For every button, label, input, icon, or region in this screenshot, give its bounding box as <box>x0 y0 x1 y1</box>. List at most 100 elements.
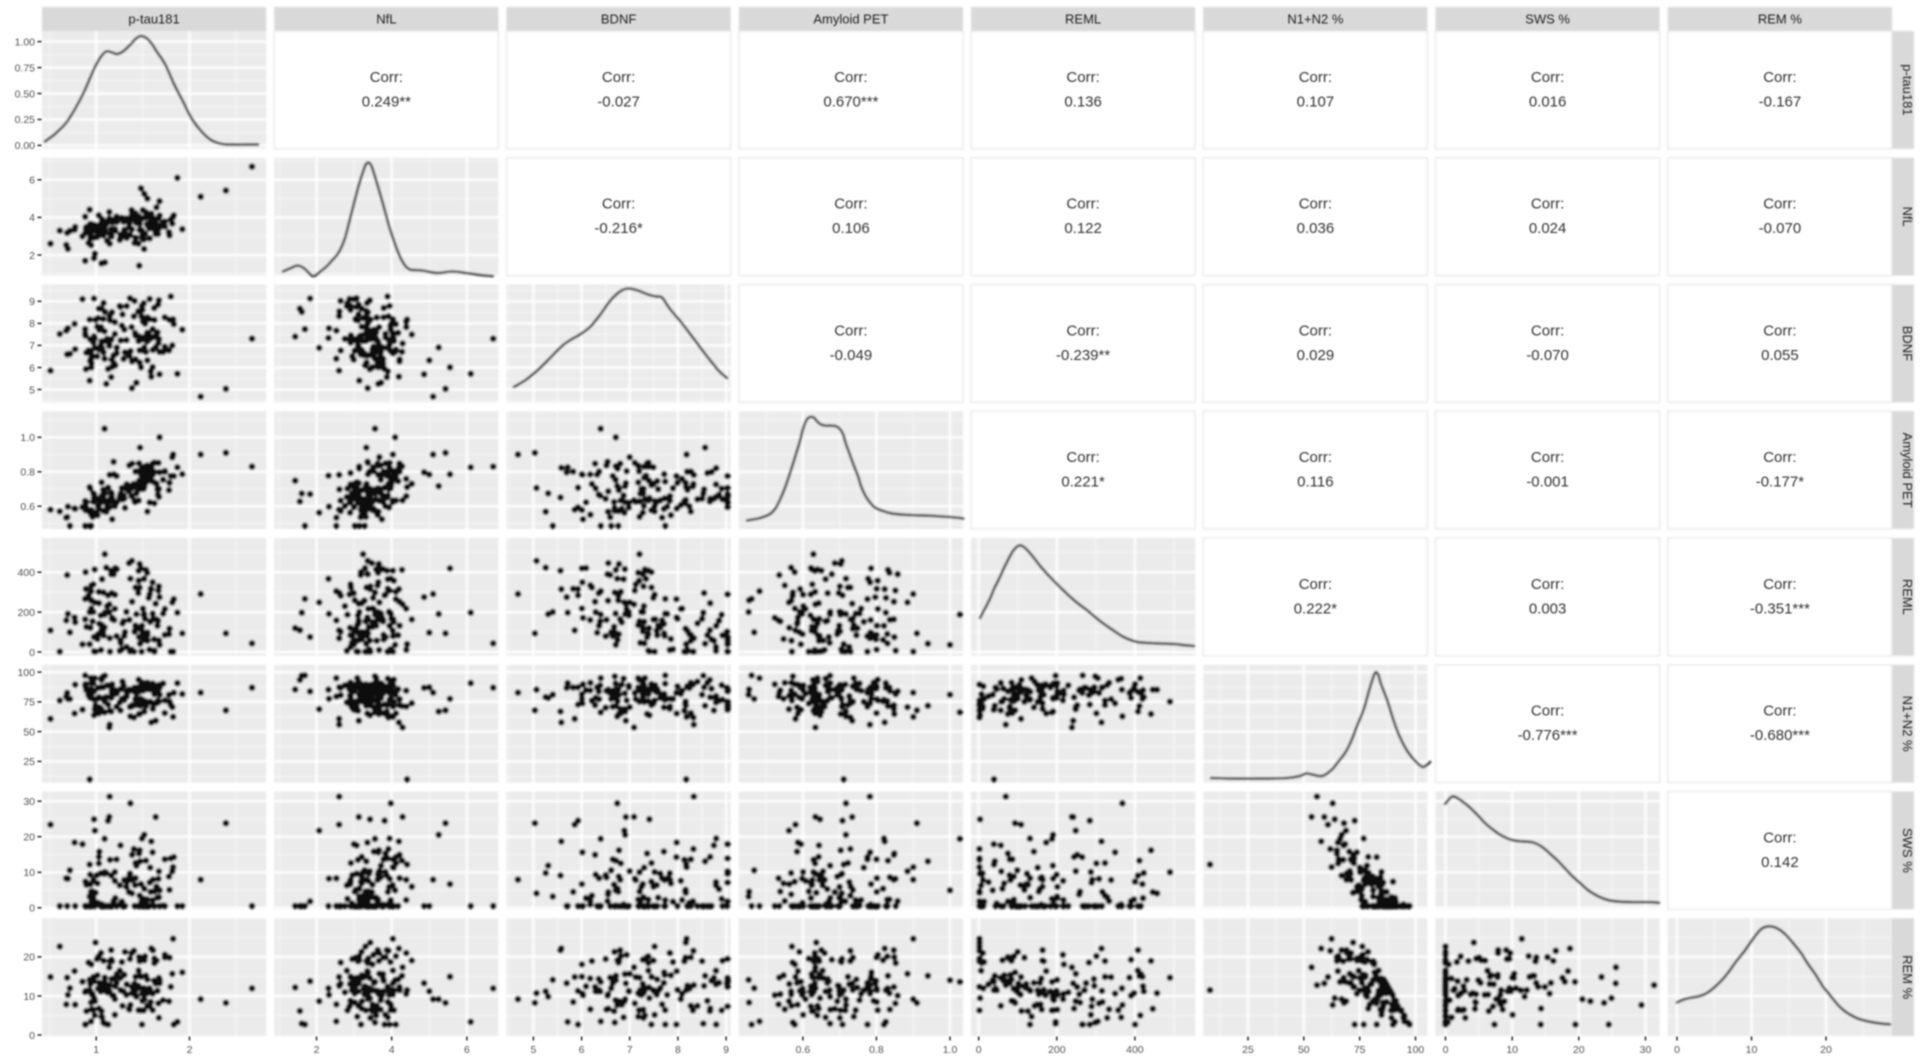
svg-text:0.75: 0.75 <box>15 62 36 74</box>
svg-text:2: 2 <box>29 250 35 262</box>
svg-text:1.0: 1.0 <box>943 1044 958 1056</box>
svg-text:6: 6 <box>579 1044 585 1056</box>
svg-text:30: 30 <box>23 796 35 808</box>
svg-text:Amyloid PET: Amyloid PET <box>813 12 888 27</box>
svg-text:0.024: 0.024 <box>1529 220 1567 237</box>
svg-text:Corr:: Corr: <box>1531 703 1564 720</box>
svg-text:2: 2 <box>314 1044 320 1056</box>
svg-text:6: 6 <box>464 1044 470 1056</box>
svg-text:Corr:: Corr: <box>1763 69 1796 86</box>
svg-text:0.116: 0.116 <box>1297 474 1333 491</box>
svg-text:Corr:: Corr: <box>1763 576 1796 593</box>
svg-text:SWS %: SWS % <box>1525 12 1570 27</box>
svg-text:Corr:: Corr: <box>1763 703 1796 720</box>
svg-text:20: 20 <box>23 832 35 844</box>
svg-text:10: 10 <box>23 867 35 879</box>
svg-text:Corr:: Corr: <box>1531 576 1564 593</box>
svg-text:0.249**: 0.249** <box>362 93 411 110</box>
svg-text:0.6: 0.6 <box>20 501 35 513</box>
svg-text:400: 400 <box>1126 1044 1144 1056</box>
svg-text:-0.351***: -0.351*** <box>1750 600 1810 617</box>
svg-text:Corr:: Corr: <box>1299 196 1332 213</box>
svg-text:100: 100 <box>1407 1044 1425 1056</box>
svg-text:1: 1 <box>93 1044 99 1056</box>
svg-text:REML: REML <box>1065 12 1101 27</box>
svg-text:0.8: 0.8 <box>869 1044 884 1056</box>
svg-text:0.106: 0.106 <box>832 220 870 237</box>
svg-text:200: 200 <box>17 607 35 619</box>
svg-text:SWS %: SWS % <box>1900 828 1915 873</box>
svg-text:Corr:: Corr: <box>1531 449 1564 466</box>
svg-text:N1+N2 %: N1+N2 % <box>1287 12 1343 27</box>
svg-text:-0.680***: -0.680*** <box>1750 727 1810 744</box>
svg-text:Corr:: Corr: <box>1763 196 1796 213</box>
svg-text:0.055: 0.055 <box>1761 347 1799 364</box>
svg-text:-0.177*: -0.177* <box>1756 474 1805 491</box>
svg-text:-0.027: -0.027 <box>597 93 640 110</box>
svg-text:20: 20 <box>23 952 35 964</box>
svg-text:0.142: 0.142 <box>1761 854 1799 871</box>
svg-text:Corr:: Corr: <box>1531 69 1564 86</box>
svg-text:0: 0 <box>976 1044 982 1056</box>
svg-text:p-tau181: p-tau181 <box>128 12 179 27</box>
svg-text:0.50: 0.50 <box>15 88 36 100</box>
svg-text:0: 0 <box>29 1030 35 1042</box>
svg-text:Amyloid PET: Amyloid PET <box>1900 433 1915 508</box>
svg-text:10: 10 <box>23 991 35 1003</box>
svg-text:5: 5 <box>530 1044 536 1056</box>
svg-text:BDNF: BDNF <box>601 12 636 27</box>
svg-text:1.0: 1.0 <box>20 432 35 444</box>
svg-text:NfL: NfL <box>376 12 396 27</box>
svg-text:6: 6 <box>29 175 35 187</box>
svg-text:8: 8 <box>675 1044 681 1056</box>
svg-text:0.222*: 0.222* <box>1294 600 1338 617</box>
svg-text:Corr:: Corr: <box>1299 69 1332 86</box>
svg-text:0.036: 0.036 <box>1297 220 1335 237</box>
svg-text:-0.001: -0.001 <box>1526 474 1569 491</box>
svg-text:75: 75 <box>23 697 35 709</box>
svg-text:Corr:: Corr: <box>1066 69 1099 86</box>
svg-text:75: 75 <box>1354 1044 1366 1056</box>
svg-text:Corr:: Corr: <box>1299 322 1332 339</box>
svg-text:Corr:: Corr: <box>834 322 867 339</box>
svg-text:2: 2 <box>187 1044 193 1056</box>
svg-text:Corr:: Corr: <box>1066 196 1099 213</box>
svg-text:-0.776***: -0.776*** <box>1518 727 1578 744</box>
svg-text:Corr:: Corr: <box>602 196 635 213</box>
svg-text:1.00: 1.00 <box>15 36 36 48</box>
svg-text:Corr:: Corr: <box>1299 449 1332 466</box>
svg-text:-0.070: -0.070 <box>1759 220 1802 237</box>
svg-text:Corr:: Corr: <box>1531 196 1564 213</box>
svg-text:REM %: REM % <box>1758 12 1803 27</box>
svg-text:Corr:: Corr: <box>1763 449 1796 466</box>
svg-text:-0.216*: -0.216* <box>594 220 643 237</box>
svg-text:Corr:: Corr: <box>370 69 403 86</box>
svg-text:Corr:: Corr: <box>1763 322 1796 339</box>
svg-text:0.122: 0.122 <box>1064 220 1102 237</box>
svg-text:REM %: REM % <box>1900 955 1915 1000</box>
svg-text:400: 400 <box>17 567 35 579</box>
svg-text:N1+N2 %: N1+N2 % <box>1900 696 1915 752</box>
svg-text:0.136: 0.136 <box>1064 93 1102 110</box>
svg-text:8: 8 <box>29 318 35 330</box>
svg-text:25: 25 <box>1242 1044 1254 1056</box>
svg-text:-0.239**: -0.239** <box>1056 347 1110 364</box>
svg-text:0.00: 0.00 <box>15 140 36 152</box>
svg-text:7: 7 <box>627 1044 633 1056</box>
svg-text:0.029: 0.029 <box>1297 347 1335 364</box>
svg-text:Corr:: Corr: <box>1531 322 1564 339</box>
svg-text:0: 0 <box>29 647 35 659</box>
svg-text:NfL: NfL <box>1900 206 1915 226</box>
svg-text:Corr:: Corr: <box>834 196 867 213</box>
svg-text:25: 25 <box>23 756 35 768</box>
svg-text:-0.167: -0.167 <box>1759 93 1802 110</box>
svg-text:200: 200 <box>1048 1044 1066 1056</box>
svg-text:REML: REML <box>1900 579 1915 615</box>
svg-text:Corr:: Corr: <box>1066 449 1099 466</box>
svg-text:5: 5 <box>29 384 35 396</box>
svg-text:Corr:: Corr: <box>602 69 635 86</box>
svg-text:0.670***: 0.670*** <box>823 93 878 110</box>
svg-text:9: 9 <box>723 1044 729 1056</box>
svg-text:6: 6 <box>29 362 35 374</box>
svg-text:Corr:: Corr: <box>834 69 867 86</box>
